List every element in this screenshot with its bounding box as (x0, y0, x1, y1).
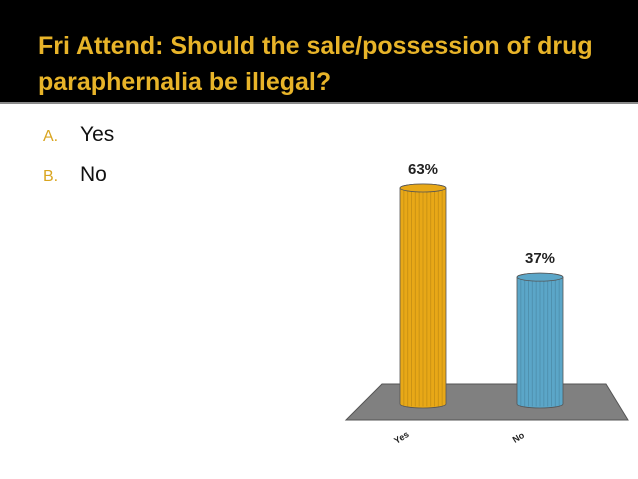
slide-title: Fri Attend: Should the sale/possession o… (38, 32, 593, 96)
option-marker: A. (43, 128, 59, 145)
option: B. No (43, 163, 107, 187)
option-marker: B. (43, 168, 59, 185)
value-label: 63% (408, 161, 438, 178)
option: A. Yes (43, 123, 114, 147)
bar-top (399, 183, 447, 193)
title-bar: Fri Attend: Should the sale/possession o… (0, 0, 638, 104)
value-label: 37% (525, 250, 555, 267)
x-tick-label: Yes (392, 429, 410, 446)
option-text: Yes (80, 123, 115, 146)
chart-floor (344, 383, 629, 421)
bar-top (516, 272, 564, 282)
option-text: No (80, 163, 107, 186)
x-tick-label: No (511, 430, 527, 445)
